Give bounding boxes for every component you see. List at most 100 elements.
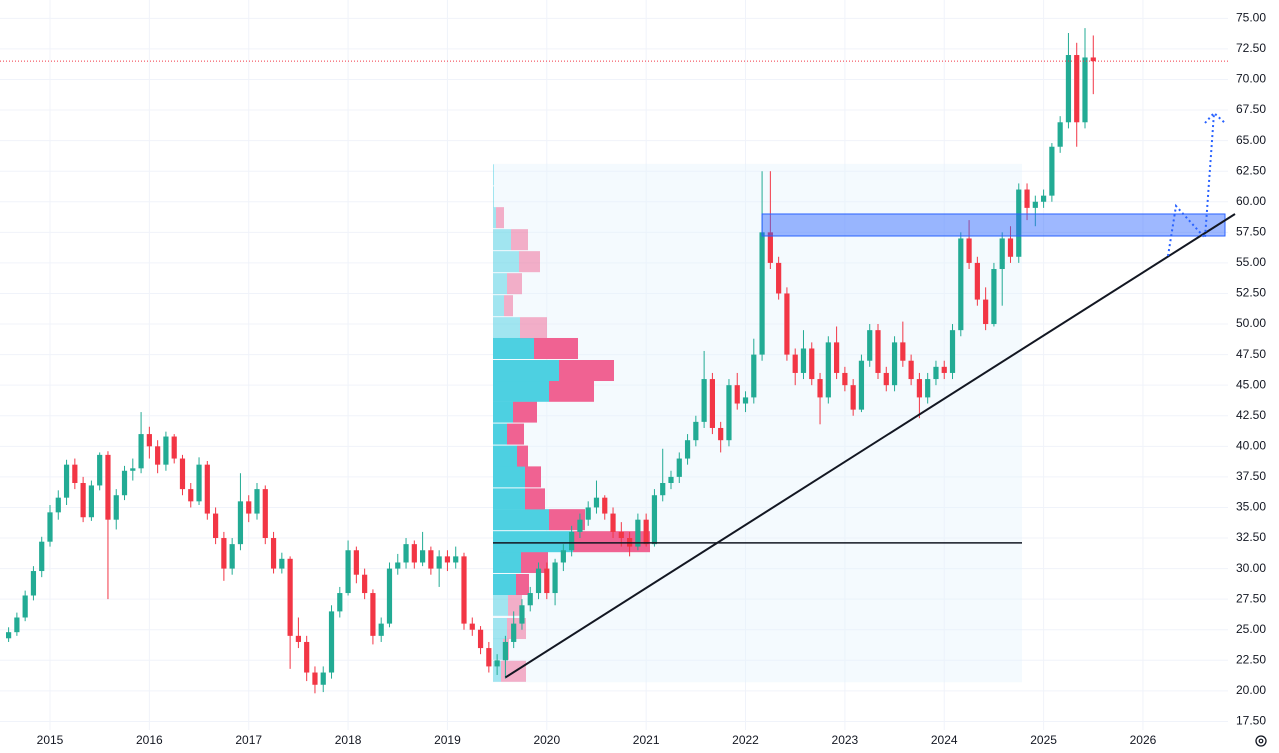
candle-body bbox=[602, 497, 608, 514]
candle-body bbox=[262, 489, 268, 539]
candle-body bbox=[221, 538, 227, 569]
candle-body bbox=[535, 568, 542, 594]
profile-up-bar bbox=[493, 273, 507, 295]
candle-body bbox=[585, 507, 591, 520]
y-tick-label: 75.00 bbox=[1236, 11, 1266, 25]
candle-body bbox=[759, 232, 765, 355]
candle-body bbox=[63, 464, 70, 498]
candle-body bbox=[1090, 57, 1096, 62]
profile-down-bar bbox=[496, 207, 504, 229]
y-tick-label: 37.50 bbox=[1236, 469, 1266, 483]
profile-area bbox=[493, 163, 1022, 683]
candle-body bbox=[593, 497, 600, 508]
candle-body bbox=[353, 550, 359, 575]
candle-body bbox=[420, 550, 426, 563]
resistance-zone bbox=[761, 213, 1226, 237]
y-tick-label: 47.50 bbox=[1236, 347, 1266, 361]
candle-body bbox=[345, 550, 351, 594]
y-tick-label: 55.00 bbox=[1236, 255, 1266, 269]
settings-icon-center[interactable] bbox=[1258, 738, 1264, 744]
candle-body bbox=[834, 342, 840, 373]
x-tick-label: 2020 bbox=[533, 733, 560, 747]
candle-body bbox=[949, 330, 956, 373]
profile-down-bar bbox=[520, 317, 547, 339]
candle-body bbox=[55, 497, 61, 513]
candle-body bbox=[635, 519, 641, 547]
x-tick-label: 2025 bbox=[1030, 733, 1057, 747]
candle-body bbox=[486, 648, 492, 667]
profile-down-bar bbox=[521, 551, 548, 573]
candle-body bbox=[88, 485, 94, 518]
candle-body bbox=[1074, 55, 1080, 123]
profile-up-bar bbox=[493, 337, 534, 359]
candle-body bbox=[6, 632, 12, 639]
profile-down-bar bbox=[549, 509, 585, 531]
candle-body bbox=[776, 262, 782, 294]
profile-down-bar bbox=[573, 531, 650, 553]
candle-body bbox=[80, 482, 86, 518]
drawings bbox=[0, 60, 1236, 679]
candle-body bbox=[47, 512, 53, 542]
candle-body bbox=[403, 544, 409, 563]
candle-body bbox=[188, 489, 194, 502]
settings-icon[interactable] bbox=[1255, 735, 1267, 747]
profile-up-bar bbox=[493, 618, 507, 640]
profile-up-bar bbox=[493, 186, 494, 208]
candle-body bbox=[328, 611, 335, 673]
candle-body bbox=[925, 379, 931, 398]
candle-body bbox=[825, 342, 831, 398]
candle-body bbox=[726, 385, 732, 441]
y-tick-label: 60.00 bbox=[1236, 194, 1266, 208]
y-tick-label: 52.50 bbox=[1236, 286, 1266, 300]
candle-body bbox=[72, 464, 78, 483]
candle-body bbox=[850, 385, 856, 410]
profile-down-bar bbox=[504, 295, 513, 317]
candle-body bbox=[1065, 55, 1072, 123]
profile-down-bar bbox=[559, 359, 614, 382]
profile-up-bar bbox=[493, 445, 517, 467]
candle-body bbox=[610, 513, 616, 532]
candle-body bbox=[858, 360, 865, 410]
y-tick-label: 40.00 bbox=[1236, 438, 1266, 452]
candle-body bbox=[1016, 189, 1022, 257]
candle-body bbox=[983, 299, 989, 325]
candle-body bbox=[991, 269, 997, 325]
candle-body bbox=[900, 342, 906, 361]
candle-body bbox=[254, 489, 260, 514]
candle-body bbox=[875, 330, 881, 373]
candle-body bbox=[146, 434, 152, 447]
candle-body bbox=[958, 238, 964, 331]
y-tick-label: 42.50 bbox=[1236, 408, 1266, 422]
candle-body bbox=[792, 354, 798, 373]
profile-down-bar bbox=[507, 423, 524, 445]
candle-body bbox=[213, 513, 219, 539]
candle-body bbox=[494, 660, 500, 667]
y-tick-label: 27.50 bbox=[1236, 591, 1266, 605]
profile-down-bar bbox=[517, 445, 528, 467]
candle-body bbox=[279, 558, 285, 569]
y-tick-label: 20.00 bbox=[1236, 683, 1266, 697]
candle-body bbox=[867, 330, 873, 361]
candle-body bbox=[552, 562, 558, 594]
profile-up-bar bbox=[493, 573, 516, 595]
candle-body bbox=[22, 595, 28, 618]
candle-body bbox=[312, 672, 318, 685]
candle-body bbox=[113, 495, 119, 520]
candle-body bbox=[511, 623, 517, 642]
candle-body bbox=[370, 593, 376, 636]
candle-body bbox=[643, 519, 649, 545]
candle-body bbox=[411, 544, 417, 563]
candle-body bbox=[908, 360, 914, 380]
candle-body bbox=[1032, 201, 1038, 208]
candle-body bbox=[1041, 195, 1047, 202]
candle-body bbox=[974, 262, 980, 300]
profile-down-bar bbox=[516, 573, 529, 595]
y-tick-label: 62.50 bbox=[1236, 163, 1266, 177]
candle-body bbox=[742, 397, 749, 404]
candle-body bbox=[130, 468, 136, 471]
profile-up-bar bbox=[493, 380, 549, 402]
x-tick-label: 2019 bbox=[434, 733, 461, 747]
candle-body bbox=[163, 436, 169, 465]
candle-body bbox=[660, 482, 666, 496]
x-tick-label: 2021 bbox=[633, 733, 660, 747]
